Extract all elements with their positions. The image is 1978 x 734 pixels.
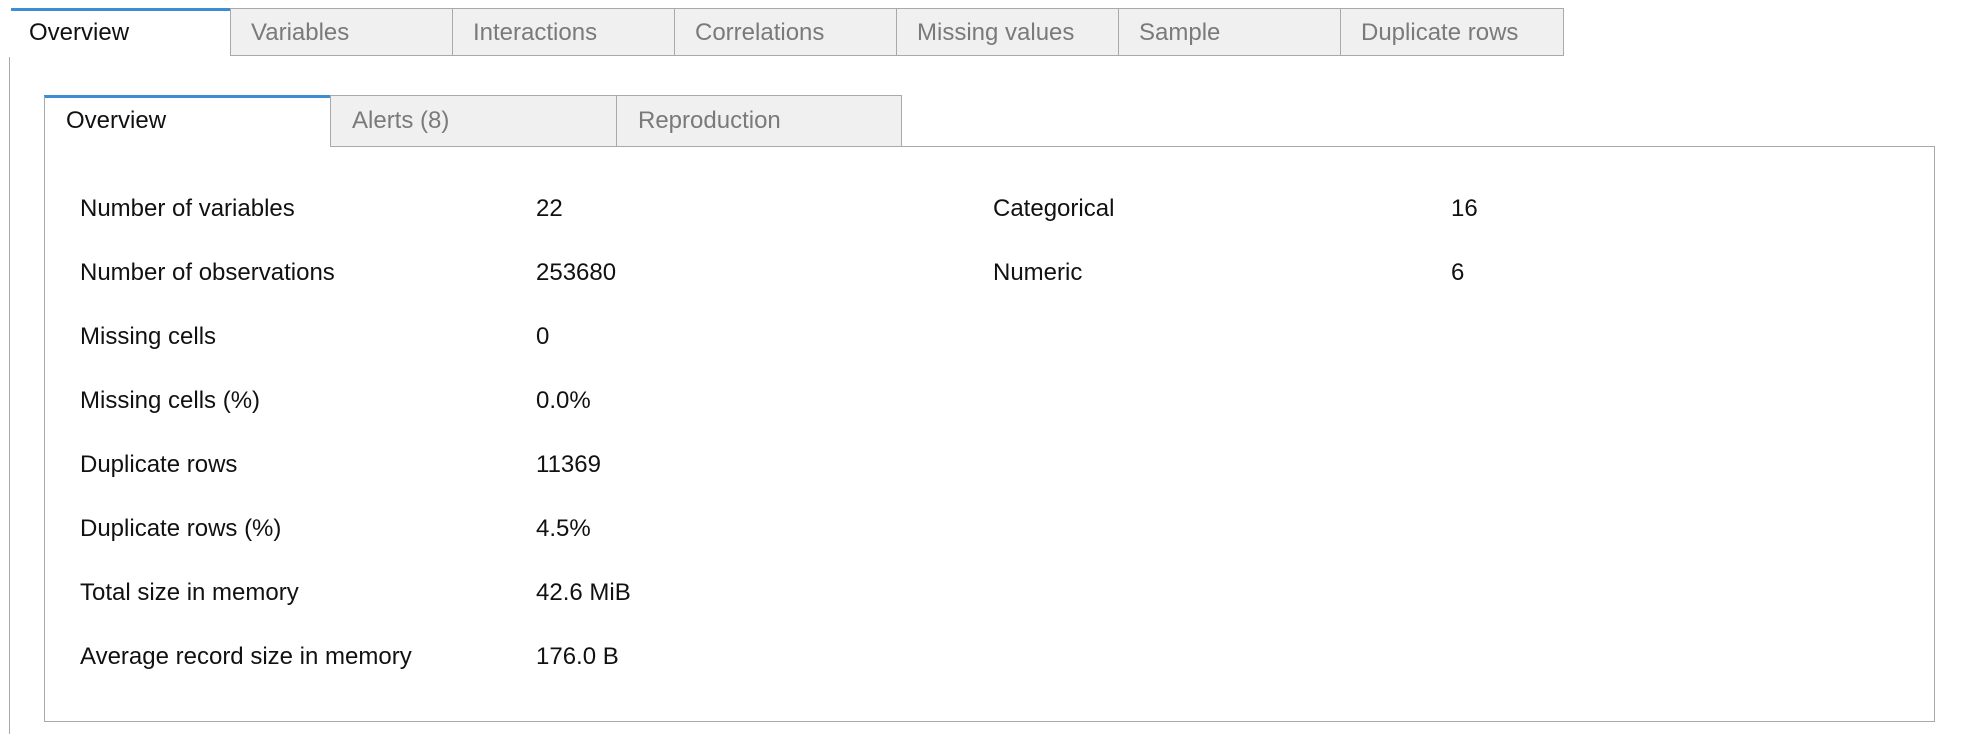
tab-variables[interactable]: Variables bbox=[230, 8, 452, 56]
tab-interactions[interactable]: Interactions bbox=[452, 8, 674, 56]
stat-label: Duplicate rows bbox=[80, 451, 238, 478]
table-row: Number of observations 253680 bbox=[80, 241, 836, 305]
tab-overview[interactable]: Overview bbox=[11, 8, 230, 56]
inner-tab-alerts[interactable]: Alerts (8) bbox=[330, 95, 616, 147]
stat-value: 22 bbox=[536, 195, 563, 222]
stat-label: Total size in memory bbox=[80, 579, 299, 606]
type-label: Numeric bbox=[993, 259, 1083, 286]
table-row: Missing cells (%) 0.0% bbox=[80, 369, 836, 433]
stat-label: Missing cells bbox=[80, 323, 217, 350]
top-tab-bar: Overview Variables Interactions Correlat… bbox=[11, 8, 1971, 58]
stat-value: 0 bbox=[536, 323, 550, 350]
overview-panel bbox=[44, 146, 1935, 722]
table-row: Numeric 6 bbox=[993, 241, 1751, 305]
stat-value: 176.0 B bbox=[536, 643, 619, 670]
inner-tab-reproduction[interactable]: Reproduction bbox=[616, 95, 902, 147]
table-row: Categorical 16 bbox=[993, 177, 1751, 241]
table-row: Missing cells 0 bbox=[80, 305, 836, 369]
type-count: 6 bbox=[1451, 259, 1465, 286]
inner-tab-overview[interactable]: Overview bbox=[44, 95, 330, 147]
tab-missing-values[interactable]: Missing values bbox=[896, 8, 1118, 56]
dataset-statistics-table: Number of variables 22 Number of observa… bbox=[80, 177, 836, 689]
table-row: Total size in memory 42.6 MiB bbox=[80, 561, 836, 625]
stat-value: 0.0% bbox=[536, 387, 591, 414]
table-row: Average record size in memory 176.0 B bbox=[80, 625, 836, 689]
table-row: Duplicate rows (%) 4.5% bbox=[80, 497, 836, 561]
panel-top-border bbox=[330, 146, 1935, 147]
table-row: Number of variables 22 bbox=[80, 177, 836, 241]
stat-value: 11369 bbox=[536, 451, 601, 478]
stat-label: Duplicate rows (%) bbox=[80, 515, 282, 542]
type-label: Categorical bbox=[993, 195, 1115, 222]
stat-label: Average record size in memory bbox=[80, 643, 412, 670]
stat-label: Missing cells (%) bbox=[80, 387, 261, 414]
inner-tab-bar: Overview Alerts (8) Reproduction bbox=[44, 95, 902, 147]
stat-label: Number of observations bbox=[80, 259, 335, 286]
variable-types-table: Categorical 16 Numeric 6 bbox=[993, 177, 1751, 305]
tab-content-frame bbox=[9, 57, 1978, 734]
tab-duplicate-rows[interactable]: Duplicate rows bbox=[1340, 8, 1564, 56]
stat-value: 4.5% bbox=[536, 515, 591, 542]
table-row: Duplicate rows 11369 bbox=[80, 433, 836, 497]
tab-correlations[interactable]: Correlations bbox=[674, 8, 896, 56]
stat-value: 253680 bbox=[536, 259, 617, 286]
type-count: 16 bbox=[1451, 195, 1478, 222]
stat-value: 42.6 MiB bbox=[536, 579, 631, 606]
stat-label: Number of variables bbox=[80, 195, 295, 222]
tab-sample[interactable]: Sample bbox=[1118, 8, 1340, 56]
